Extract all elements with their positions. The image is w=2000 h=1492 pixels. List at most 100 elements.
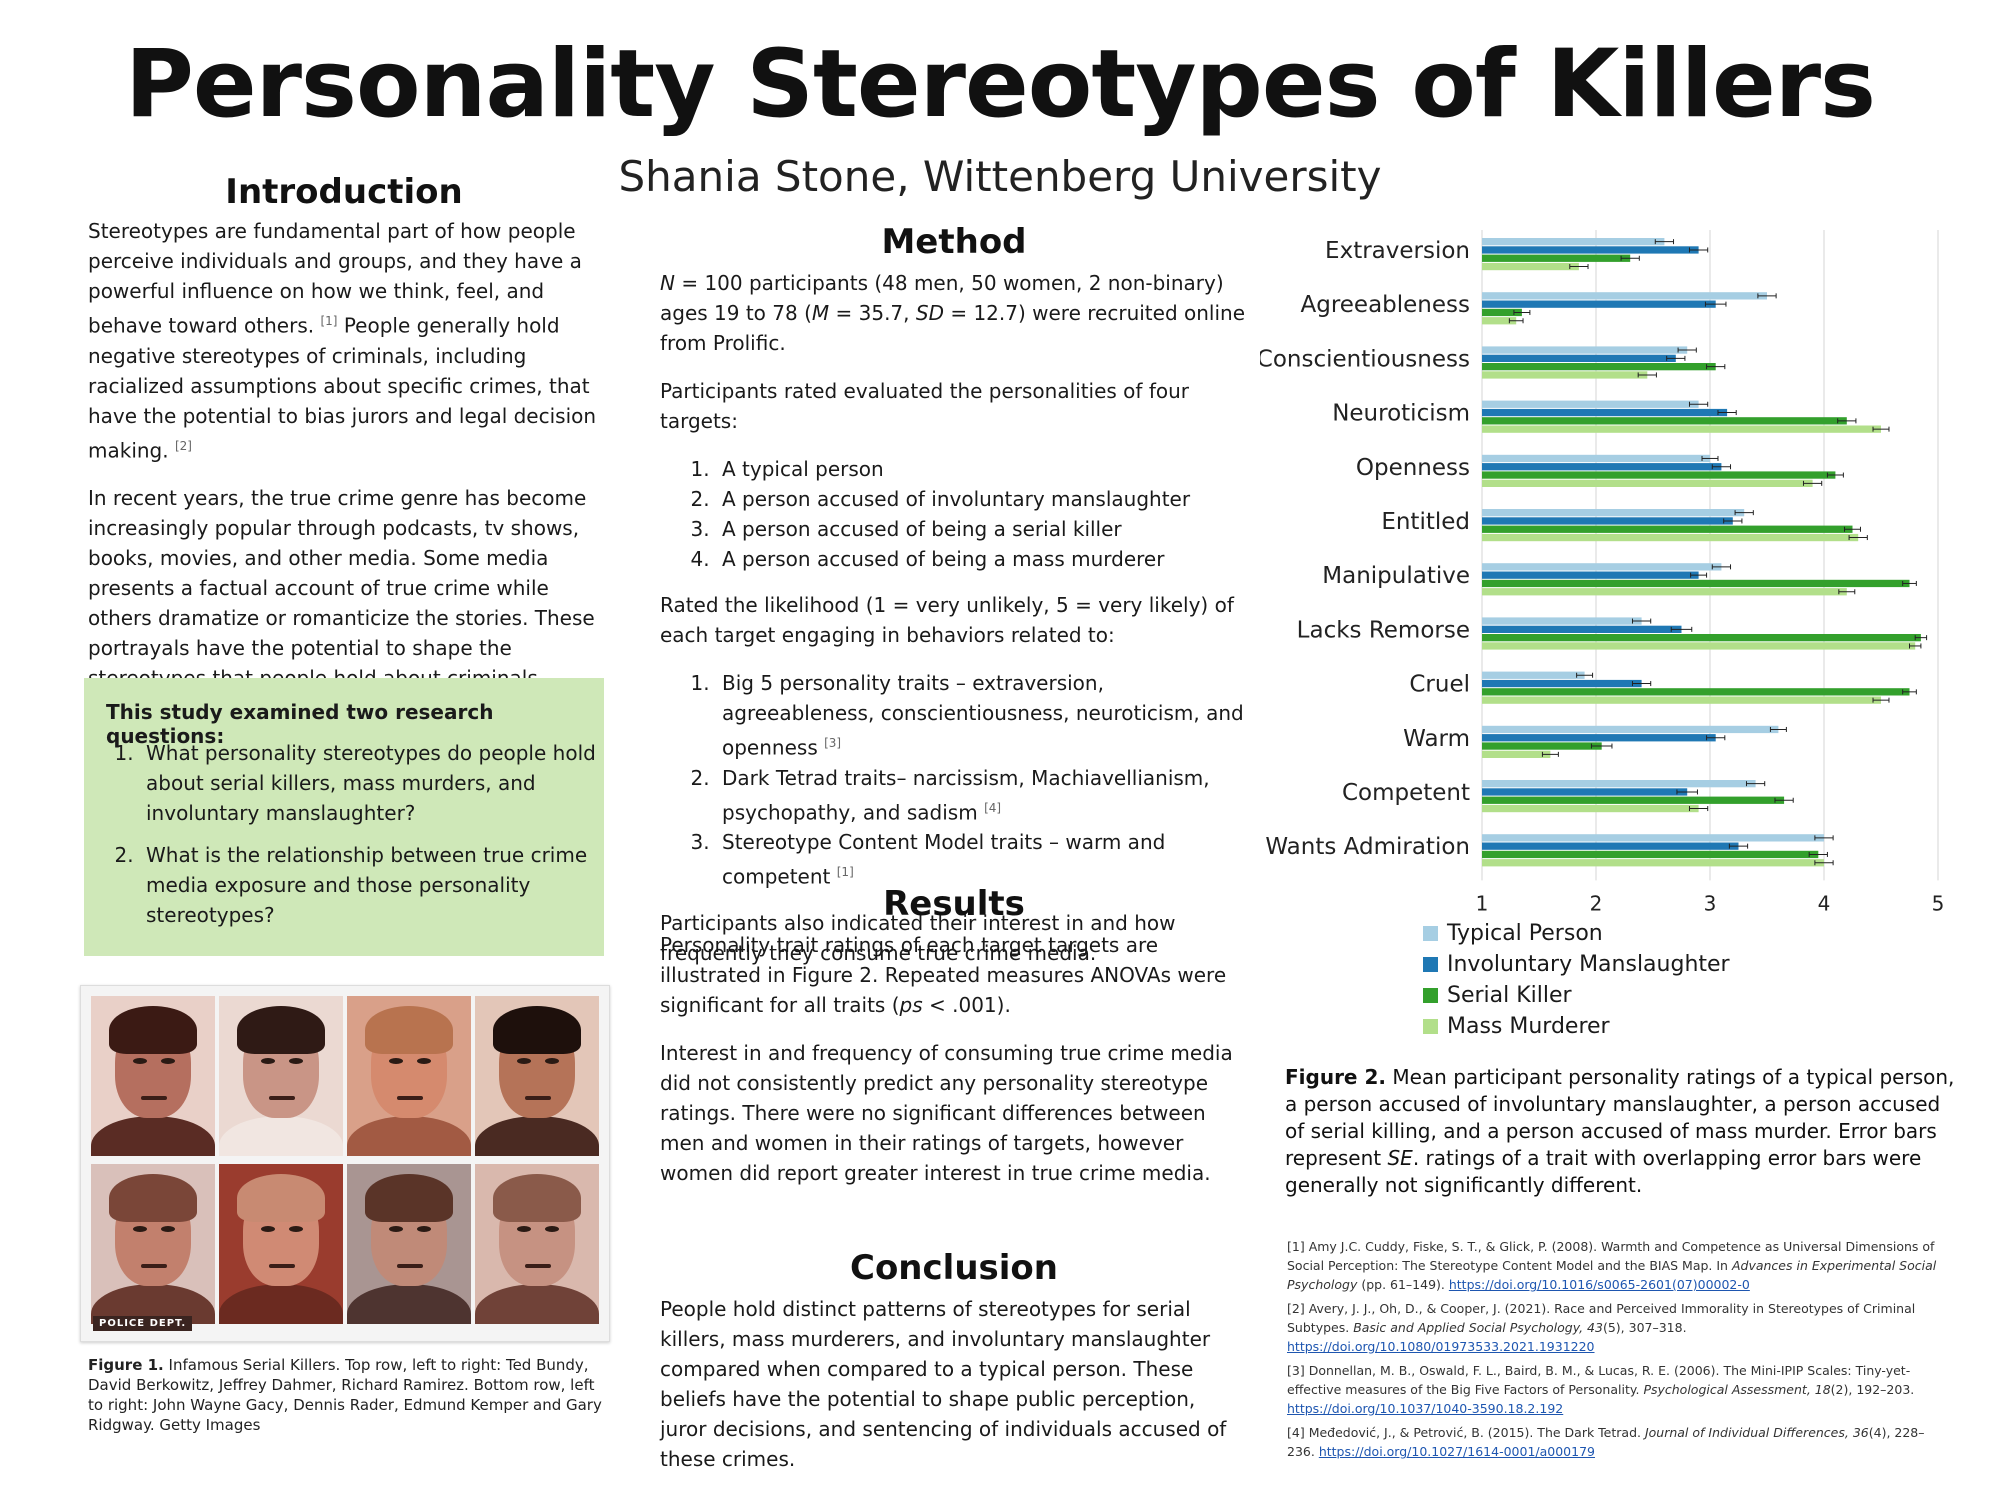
trait-text: Dark Tetrad traits– narcissism, Machiave… <box>722 765 1210 825</box>
target-item: A person accused of being a mass murdere… <box>716 544 1248 574</box>
target-item: A person accused of involuntary manslaug… <box>716 484 1248 514</box>
bar <box>1482 471 1836 479</box>
reference-source: Basic and Applied Social Psychology, 43 <box>1353 1320 1603 1335</box>
bar <box>1482 571 1699 579</box>
legend-item: Involuntary Manslaughter <box>1423 949 1730 980</box>
reference-pages: (5), 307–318. <box>1602 1320 1687 1335</box>
category-label: Cruel <box>1409 672 1470 698</box>
results-ps-symbol: ps <box>899 993 923 1017</box>
bar <box>1482 850 1819 859</box>
bar <box>1482 238 1665 246</box>
bar <box>1482 408 1728 417</box>
results-paragraph-2: Interest in and frequency of consuming t… <box>660 1041 1233 1185</box>
conclusion-text: People hold distinct patterns of stereot… <box>660 1294 1248 1492</box>
bar <box>1482 617 1642 625</box>
trait-item: Big 5 personality traits – extraversion,… <box>716 668 1248 763</box>
legend-item: Mass Murderer <box>1423 1011 1730 1042</box>
bar <box>1482 300 1716 308</box>
figure2-caption-b: . ratings of a trait with overlapping er… <box>1285 1146 1922 1197</box>
research-questions-box: This study examined two research questio… <box>84 678 604 956</box>
trait-text: Big 5 personality traits – extraversion,… <box>722 671 1244 760</box>
research-questions-list: What personality stereotypes do people h… <box>106 738 610 942</box>
results-heading: Results <box>883 884 1025 924</box>
trait-ref: [3] <box>824 736 842 750</box>
reference-text: Donnellan, M. B., Oswald, F. L., Baird, … <box>1287 1363 1911 1397</box>
bar <box>1482 804 1699 813</box>
method-sd-symbol: SD <box>915 301 944 325</box>
category-label: Entitled <box>1381 509 1470 535</box>
reference-doi-link[interactable]: https://doi.org/10.1027/1614-0001/a00017… <box>1318 1444 1595 1459</box>
method-text: N = 100 participants (48 men, 50 women, … <box>660 268 1248 986</box>
figure1-caption: Figure 1. Infamous Serial Killers. Top r… <box>88 1355 608 1435</box>
trait-ref: [4] <box>984 800 1002 815</box>
reference-entry: [1] Amy J.C. Cuddy, Fiske, S. T., & Glic… <box>1287 1237 1947 1294</box>
bar <box>1482 254 1631 262</box>
bar <box>1482 742 1602 750</box>
reference-doi-link[interactable]: https://doi.org/10.1080/01973533.2021.19… <box>1287 1339 1595 1354</box>
figure1-label: Figure 1. <box>88 1356 164 1374</box>
reference-doi-link[interactable]: https://doi.org/10.1016/s0065-2601(07)00… <box>1448 1277 1750 1292</box>
bar <box>1482 625 1682 633</box>
reference-pages: (2), 192–203. <box>1830 1382 1915 1397</box>
bar <box>1482 688 1910 696</box>
conclusion-heading: Conclusion <box>850 1248 1058 1288</box>
bar <box>1482 363 1716 371</box>
legend-label: Involuntary Manslaughter <box>1447 952 1730 977</box>
figure2-se: SE <box>1387 1146 1413 1170</box>
bar <box>1482 317 1517 325</box>
method-paragraph-1: N = 100 participants (48 men, 50 women, … <box>660 268 1248 358</box>
legend-label: Mass Murderer <box>1447 1014 1610 1039</box>
intro-paragraph-2: In recent years, the true crime genre ha… <box>88 486 595 690</box>
legend-swatch <box>1423 988 1438 1003</box>
trait-text: Stereotype Content Model traits – warm a… <box>722 830 1166 889</box>
method-m-symbol: M <box>811 301 830 325</box>
mugshot-photo <box>347 1164 471 1324</box>
trait-ref: [1] <box>836 865 854 880</box>
target-item: A typical person <box>716 454 1248 484</box>
bar <box>1482 834 1824 842</box>
poster-title: Personality Stereotypes of Killers <box>124 30 1876 139</box>
category-label: Manipulative <box>1322 563 1470 589</box>
reference-entry: [2] Avery, J. J., Oh, D., & Cooper, J. (… <box>1287 1299 1947 1356</box>
bar <box>1482 671 1585 679</box>
x-tick-label: 5 <box>1932 891 1945 912</box>
references-list: [1] Amy J.C. Cuddy, Fiske, S. T., & Glic… <box>1287 1237 1947 1466</box>
figure2-caption: Figure 2. Mean participant personality r… <box>1285 1064 1955 1199</box>
trait-item: Stereotype Content Model traits – warm a… <box>716 827 1248 892</box>
reference-text: Avery, J. J., Oh, D., & Cooper, J. (2021… <box>1287 1301 1916 1335</box>
legend-label: Typical Person <box>1447 921 1603 946</box>
intro-p1-a: Stereotypes are fundamental part of how … <box>88 219 582 338</box>
method-heading: Method <box>881 222 1027 262</box>
conclusion-paragraph: People hold distinct patterns of stereot… <box>660 1297 1227 1471</box>
method-n-symbol: N <box>660 271 675 295</box>
intro-ref-1: [1] <box>320 314 338 328</box>
bar <box>1482 634 1921 642</box>
method-paragraph-4: Participants also indicated their intere… <box>660 910 1176 965</box>
results-p1-b: < .001). <box>922 993 1011 1017</box>
target-item: A person accused of being a serial kille… <box>716 514 1248 544</box>
bar <box>1482 750 1551 758</box>
legend-item: Typical Person <box>1423 918 1730 949</box>
category-label: Conscientiousness <box>1260 346 1470 372</box>
bar <box>1482 509 1745 517</box>
reference-doi-link[interactable]: https://doi.org/10.1037/1040-3590.18.2.1… <box>1287 1401 1564 1416</box>
figure2-bar-chart: 1 2 3 4 5 Extraversion Agreeableness Conscienti… <box>1260 230 1945 912</box>
mugshot-photo <box>91 996 215 1156</box>
reference-text: Međedović, J., & Petrović, B. (2015). Th… <box>1308 1425 1645 1440</box>
bar <box>1482 371 1648 379</box>
mugshot-photo <box>219 996 343 1156</box>
figure1-photo-grid: POLICE DEPT. <box>80 985 610 1342</box>
reference-number: [3] <box>1287 1363 1309 1378</box>
bar <box>1482 642 1916 650</box>
bar <box>1482 425 1881 433</box>
bar <box>1482 400 1699 408</box>
reference-entry: [4] Međedović, J., & Petrović, B. (2015)… <box>1287 1423 1947 1461</box>
research-question: What personality stereotypes do people h… <box>140 738 610 828</box>
legend-swatch <box>1423 926 1438 941</box>
reference-entry: [3] Donnellan, M. B., Oswald, F. L., Bai… <box>1287 1361 1947 1418</box>
method-p1-a: = 100 participants (48 men, 50 women, 2 … <box>660 271 1224 325</box>
method-p1-c: = 12.7) were recruited online from Proli… <box>660 301 1245 355</box>
category-label: Warm <box>1403 726 1470 752</box>
poster-author: Shania Stone, Wittenberg University <box>618 152 1382 201</box>
reference-pages: (pp. 61–149). <box>1357 1277 1449 1292</box>
